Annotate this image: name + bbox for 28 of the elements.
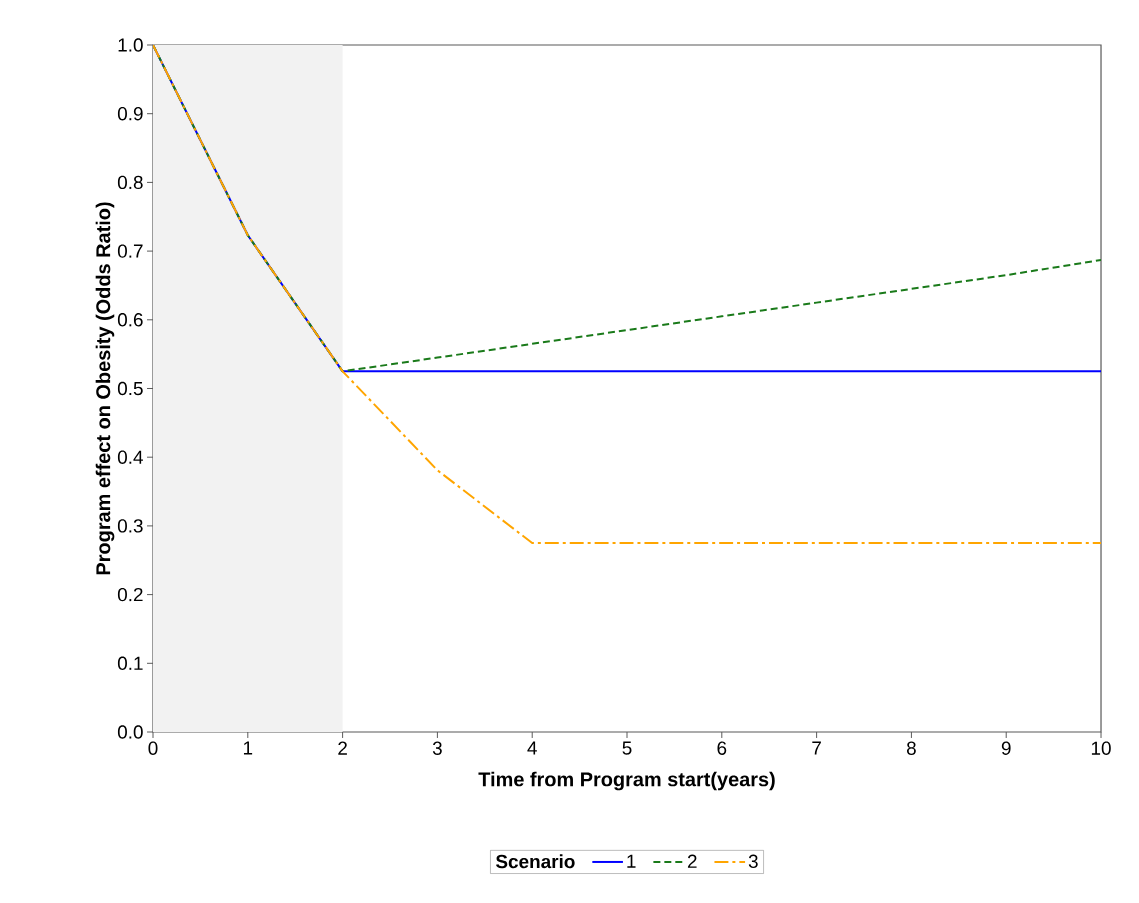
- y-tick-label: 0.1: [117, 656, 143, 670]
- y-tick-label: 0.7: [117, 244, 143, 258]
- y-tick-label: 0.6: [117, 313, 143, 327]
- y-axis-title: Program effect on Obesity (Odds Ratio): [95, 202, 115, 575]
- x-tick-label: 10: [1091, 741, 1111, 755]
- x-tick-label: 1: [243, 741, 253, 755]
- legend-label: 1: [627, 854, 636, 868]
- y-tick-label: 0.2: [117, 587, 143, 602]
- y-tick-label: 0.5: [117, 381, 143, 396]
- y-tick-label: 0.8: [117, 175, 143, 190]
- legend-label: 2: [687, 854, 697, 868]
- y-tick-label: 0.9: [117, 106, 143, 121]
- x-axis-title: Time from Program start(years): [478, 771, 775, 791]
- legend-title: Scenario: [495, 854, 575, 869]
- x-tick-label: 4: [527, 741, 537, 755]
- x-tick-label: 6: [717, 741, 727, 755]
- y-tick-label: 0.4: [117, 450, 143, 464]
- x-tick-label: 9: [1001, 741, 1011, 755]
- legend-label: 3: [748, 854, 758, 868]
- x-tick-label: 3: [432, 741, 442, 755]
- x-tick-label: 5: [622, 741, 632, 755]
- y-tick-label: 1.0: [118, 38, 143, 52]
- x-tick-label: 7: [812, 741, 821, 755]
- y-tick-label: 0.0: [117, 725, 143, 739]
- y-tick-label: 0.3: [117, 519, 143, 533]
- x-tick-label: 2: [338, 741, 347, 755]
- x-tick-label: 0: [148, 741, 158, 755]
- x-tick-label: 8: [906, 741, 916, 755]
